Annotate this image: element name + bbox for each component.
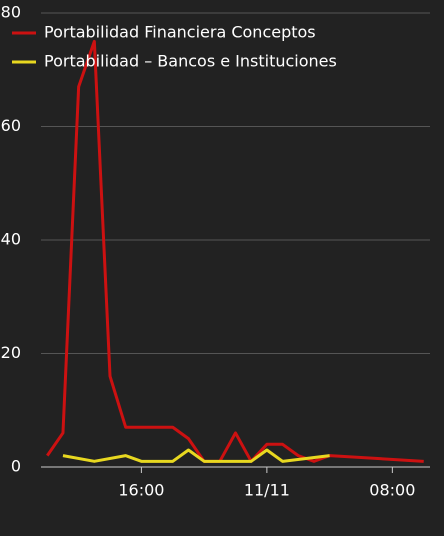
y-tick-label: 0 [11, 457, 21, 476]
legend-label: Portabilidad – Bancos e Instituciones [44, 52, 337, 71]
series-line [62, 448, 330, 463]
y-tick-label: 60 [1, 116, 21, 135]
y-tick-label: 20 [1, 343, 21, 362]
x-tick-label: 08:00 [369, 481, 415, 500]
y-tick-label: 80 [1, 3, 21, 22]
y-tick-label: 40 [1, 230, 21, 249]
x-tick-label: 11/11 [244, 481, 290, 500]
x-tick-label: 16:00 [118, 481, 164, 500]
legend-label: Portabilidad Financiera Conceptos [44, 23, 316, 42]
series-line [46, 39, 424, 463]
